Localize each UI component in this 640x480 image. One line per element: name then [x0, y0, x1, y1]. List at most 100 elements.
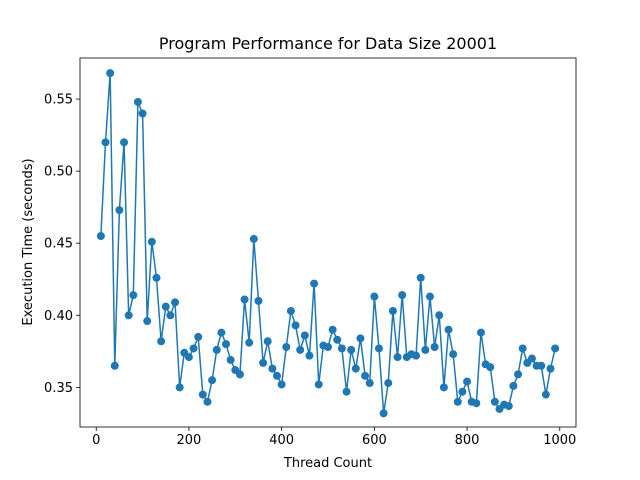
data-point: [157, 337, 166, 346]
data-point: [194, 332, 203, 341]
data-point: [486, 363, 495, 372]
data-point: [425, 292, 434, 301]
data-point: [514, 370, 523, 379]
data-point: [212, 345, 221, 354]
data-point: [110, 361, 119, 370]
data-point: [537, 361, 546, 370]
data-point: [472, 399, 481, 408]
data-point: [152, 273, 161, 282]
data-point: [198, 390, 207, 399]
data-point: [249, 234, 258, 243]
data-point: [226, 355, 235, 364]
data-point: [96, 232, 105, 241]
data-point: [412, 351, 421, 360]
data-point: [147, 237, 156, 246]
x-axis-label: Thread Count: [283, 456, 372, 471]
data-point: [449, 350, 458, 359]
plot-frame: [79, 57, 577, 428]
data-point: [203, 397, 212, 406]
data-point: [476, 328, 485, 337]
data-point: [138, 109, 147, 118]
data-point: [235, 370, 244, 379]
data-point: [509, 381, 518, 390]
x-tick-label: 1000: [543, 433, 576, 448]
data-point: [490, 397, 499, 406]
chart-title: Program Performance for Data Size 20001: [159, 34, 497, 53]
data-point: [254, 296, 263, 305]
data-point: [310, 279, 319, 288]
data-point: [398, 291, 407, 300]
data-point: [541, 390, 550, 399]
data-point: [421, 345, 430, 354]
data-point: [333, 335, 342, 344]
data-point: [439, 383, 448, 392]
data-point: [458, 387, 467, 396]
data-point: [430, 343, 439, 351]
data-point: [351, 364, 360, 373]
data-point: [347, 345, 356, 354]
data-point: [300, 331, 309, 340]
data-point: [263, 337, 272, 346]
data-point: [268, 364, 277, 373]
data-point: [106, 69, 115, 78]
data-point: [129, 291, 138, 300]
x-tick-label: 200: [177, 433, 202, 448]
data-point: [388, 306, 397, 315]
data-point: [115, 206, 124, 215]
data-point: [124, 311, 133, 320]
data-point: [356, 334, 365, 343]
data-point: [328, 325, 337, 334]
y-tick-label: 0.35: [44, 381, 73, 396]
data-point: [217, 328, 226, 337]
data-point: [291, 321, 300, 330]
data-point: [453, 397, 462, 406]
data-point: [379, 409, 388, 418]
data-point: [374, 344, 383, 353]
data-point: [161, 302, 170, 311]
data-point: [527, 354, 536, 363]
data-point: [171, 298, 180, 307]
data-point: [222, 340, 231, 349]
data-point: [189, 344, 198, 353]
data-point: [286, 306, 295, 315]
y-tick-label: 0.45: [44, 237, 73, 252]
data-point: [393, 353, 402, 362]
data-point: [518, 344, 527, 353]
data-point: [208, 376, 217, 385]
data-point: [240, 295, 249, 304]
data-point: [273, 371, 282, 380]
data-point: [314, 380, 323, 389]
data-point: [166, 311, 175, 320]
data-point: [324, 343, 332, 351]
plot-area: 0 200 400 600 800 1000 0.35 0.40 0.45 0.50 0.55: [44, 57, 577, 448]
data-point: [296, 345, 305, 354]
y-tick-label: 0.55: [44, 93, 73, 108]
data-point: [245, 338, 254, 347]
data-point: [370, 292, 379, 301]
data-point: [444, 325, 453, 334]
data-point: [259, 358, 268, 367]
x-tick-label: 0: [92, 433, 100, 448]
data-point: [546, 364, 555, 373]
data-point: [101, 138, 110, 147]
data-point: [342, 387, 351, 396]
data-point: [365, 379, 374, 388]
data-point: [416, 273, 425, 282]
data-point: [337, 344, 346, 353]
data-point: [143, 317, 152, 326]
y-tick-label: 0.40: [44, 309, 73, 324]
data-point: [175, 383, 184, 392]
data-point: [133, 97, 142, 106]
data-point: [504, 402, 513, 411]
y-tick-label: 0.50: [44, 165, 73, 180]
data-point: [551, 344, 560, 353]
data-point: [277, 380, 286, 389]
y-axis-label: Execution Time (seconds): [21, 158, 36, 325]
x-tick-label: 600: [362, 433, 387, 448]
data-point: [435, 311, 444, 320]
x-tick-label: 400: [269, 433, 294, 448]
data-point: [384, 379, 393, 388]
data-point: [184, 353, 193, 362]
